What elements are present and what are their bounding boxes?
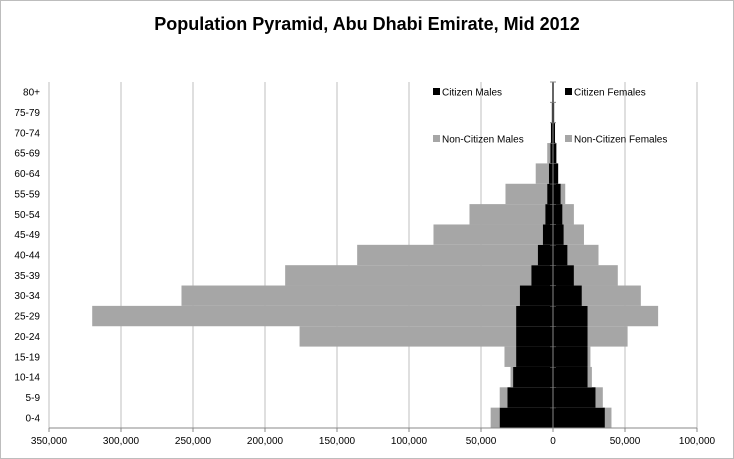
legend-label: Citizen Females (574, 88, 646, 99)
bar-citizen-females (553, 326, 588, 347)
bar-citizen-females (553, 265, 574, 286)
y-tick-label: 5-9 (26, 393, 41, 404)
bar-non-citizen-males (510, 366, 514, 388)
bar-citizen-females (553, 122, 556, 144)
bar-non-citizen-females (563, 224, 584, 245)
bar-non-citizen-females (587, 366, 592, 388)
y-tick-label: 50-54 (14, 210, 40, 221)
bar-citizen-males (537, 244, 553, 266)
bar-non-citizen-males (299, 326, 517, 347)
bar-non-citizen-males (285, 265, 532, 286)
x-tick-label: 50,000 (610, 436, 641, 447)
bar-citizen-females (553, 143, 557, 164)
legend-swatch (565, 88, 572, 95)
y-tick-label: 10-14 (14, 373, 40, 384)
bar-citizen-females (553, 346, 588, 367)
bar-citizen-males (542, 224, 553, 245)
bar-citizen-females (553, 407, 605, 428)
y-tick-label: 0-4 (26, 413, 41, 424)
y-tick-label: 60-64 (14, 169, 40, 180)
bar-citizen-males (550, 122, 553, 144)
bar-citizen-males (548, 163, 553, 184)
x-tick-label: 350,000 (31, 436, 68, 447)
y-tick-label: 20-24 (14, 332, 40, 343)
y-tick-label: 45-49 (14, 230, 40, 241)
bar-citizen-males (519, 285, 553, 306)
bar-citizen-males (550, 143, 553, 164)
bar-citizen-males (513, 366, 553, 388)
legend-label: Non-Citizen Males (442, 135, 524, 146)
bar-non-citizen-females (560, 183, 566, 205)
bar-non-citizen-males (504, 346, 517, 367)
bar-non-citizen-females (587, 346, 591, 367)
bar-non-citizen-females (587, 305, 659, 327)
bar-citizen-males (507, 387, 553, 408)
bar-citizen-females (553, 387, 596, 408)
x-tick-label: 0 (550, 436, 556, 447)
y-tick-label: 30-34 (14, 291, 40, 302)
y-tick-label: 75-79 (14, 108, 40, 119)
bar-citizen-females (553, 285, 582, 306)
x-tick-label: 200,000 (247, 436, 284, 447)
bar-citizen-males (551, 102, 553, 123)
bar-non-citizen-males (92, 305, 517, 327)
bar-non-citizen-males (357, 244, 538, 266)
bar-citizen-males (545, 204, 553, 225)
bar-citizen-females (553, 305, 588, 327)
bar-citizen-females (553, 183, 561, 205)
bar-non-citizen-females (604, 407, 612, 428)
x-tick-label: 250,000 (175, 436, 212, 447)
bar-citizen-males (547, 183, 553, 205)
bar-non-citizen-females (587, 326, 628, 347)
x-tick-label: 100,000 (679, 436, 716, 447)
y-tick-label: 25-29 (14, 312, 40, 323)
x-tick-label: 150,000 (319, 436, 356, 447)
bar-citizen-males (499, 407, 553, 428)
x-tick-label: 50,000 (466, 436, 497, 447)
y-tick-label: 35-39 (14, 271, 40, 282)
y-tick-label: 55-59 (14, 189, 40, 200)
y-tick-label: 65-69 (14, 149, 40, 160)
bar-non-citizen-males (547, 143, 551, 164)
bar-citizen-males (516, 326, 553, 347)
bar-citizen-males (516, 346, 553, 367)
legend-swatch (565, 135, 572, 142)
bar-citizen-females (553, 163, 559, 184)
bar-citizen-males (516, 305, 553, 327)
legend-swatch (433, 88, 440, 95)
bar-non-citizen-males (499, 387, 508, 408)
bar-citizen-females (553, 102, 555, 123)
bar-citizen-females (553, 224, 564, 245)
bar-non-citizen-females (573, 265, 618, 286)
legend-swatch (433, 135, 440, 142)
y-tick-label: 70-74 (14, 128, 40, 139)
legend-label: Citizen Males (442, 88, 502, 99)
bar-citizen-males (531, 265, 553, 286)
bar-non-citizen-females (595, 387, 603, 408)
bar-non-citizen-males (505, 183, 548, 205)
x-tick-label: 100,000 (391, 436, 428, 447)
bar-non-citizen-males (535, 163, 549, 184)
y-tick-label: 15-19 (14, 352, 40, 363)
bar-citizen-females (553, 204, 563, 225)
bar-non-citizen-males (181, 285, 520, 306)
y-tick-label: 40-44 (14, 251, 40, 262)
bar-non-citizen-males (469, 204, 546, 225)
bar-non-citizen-females (581, 285, 641, 306)
chart-title: Population Pyramid, Abu Dhabi Emirate, M… (154, 14, 580, 34)
bar-non-citizen-females (562, 204, 574, 225)
legend-label: Non-Citizen Females (574, 135, 667, 146)
bar-citizen-females (553, 244, 568, 266)
x-tick-label: 300,000 (103, 436, 140, 447)
y-tick-label: 80+ (23, 88, 40, 99)
bar-non-citizen-females (567, 244, 599, 266)
bar-non-citizen-males (433, 224, 543, 245)
bar-non-citizen-males (490, 407, 500, 428)
bar-citizen-females (553, 366, 588, 388)
